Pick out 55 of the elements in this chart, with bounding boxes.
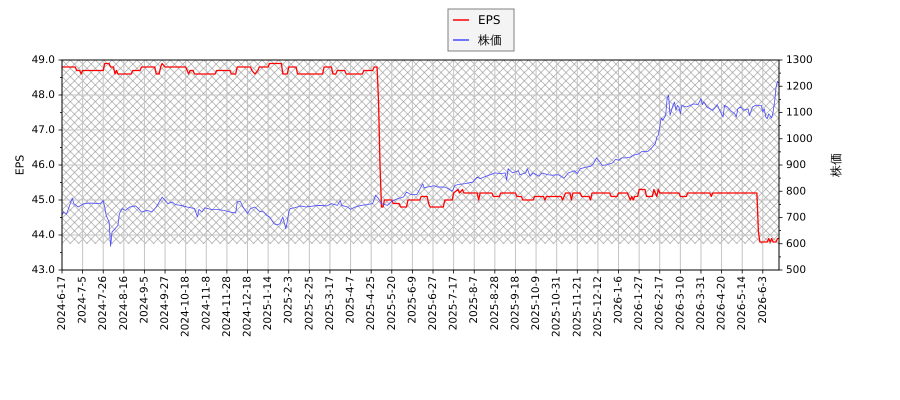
xtick-label: 2024-7-26 (97, 276, 110, 330)
xtick-label: 2026-5-14 (736, 276, 748, 330)
ytick-label: 47.0 (32, 124, 55, 136)
xtick-label: 2025-11-21 (571, 276, 584, 338)
xtick-label: 2026-4-20 (716, 276, 728, 330)
ytick-label: 43.0 (32, 264, 55, 276)
xtick-label: 2025-8-28 (488, 276, 501, 330)
y2tick-label: 1200 (786, 80, 813, 92)
xtick-label: 2025-2-3 (282, 276, 295, 324)
xtick-label: 2025-2-25 (303, 276, 316, 330)
xtick-label: 2025-3-17 (324, 276, 336, 330)
y2tick-label: 700 (786, 212, 806, 224)
xtick-label: 2025-1-14 (262, 276, 274, 330)
y2tick-label: 500 (786, 264, 806, 276)
ytick-label: 48.0 (32, 89, 55, 101)
xtick-label: 2025-4-7 (344, 276, 357, 324)
xtick-label: 2024-9-5 (138, 276, 150, 324)
xtick-label: 2024-9-27 (159, 276, 172, 330)
xtick-label: 2025-8-7 (468, 276, 480, 324)
xtick-label: 2024-12-18 (242, 276, 254, 338)
legend-label: EPS (478, 13, 500, 27)
xtick-label: 2024-6-17 (56, 276, 68, 330)
xtick-label: 2025-10-9 (530, 276, 542, 330)
ylabel: EPS (14, 154, 26, 176)
ytick-label: 44.0 (32, 229, 55, 241)
xtick-label: 2025-5-20 (386, 276, 398, 330)
xtick-label: 2025-6-9 (406, 276, 418, 324)
ytick-label: 49.0 (32, 54, 55, 66)
xtick-label: 2026-2-17 (654, 276, 666, 330)
y2tick-label: 900 (786, 159, 806, 171)
xtick-label: 2026-1-27 (633, 276, 646, 330)
xtick-label: 2026-6-3 (756, 276, 769, 324)
xtick-label: 2024-10-18 (180, 276, 192, 338)
y2tick-label: 1100 (786, 106, 813, 118)
ytick-label: 46.0 (32, 159, 55, 171)
xtick-label: 2026-3-10 (674, 276, 686, 330)
xtick-label: 2024-11-28 (220, 276, 233, 338)
y2label: 株価 (829, 153, 843, 177)
xtick-label: 2024-8-16 (118, 276, 130, 330)
y2tick-label: 1300 (786, 54, 813, 66)
xtick-label: 2025-12-12 (592, 276, 604, 338)
xtick-label: 2025-10-31 (550, 276, 563, 338)
y2tick-label: 600 (786, 238, 806, 250)
y2tick-label: 800 (786, 185, 806, 198)
xtick-label: 2026-1-6 (612, 276, 625, 324)
xtick-label: 2025-6-27 (427, 276, 440, 330)
xtick-label: 2024-11-8 (200, 276, 212, 330)
xtick-label: 2025-7-17 (448, 276, 460, 330)
xtick-label: 2026-3-31 (694, 276, 707, 330)
ytick-label: 45.0 (32, 194, 55, 206)
xtick-label: 2025-4-25 (365, 276, 378, 330)
xtick-label: 2024-7-5 (76, 276, 89, 324)
y2tick-label: 1000 (786, 132, 813, 145)
legend-label: 株価 (478, 33, 502, 47)
xtick-label: 2025-9-18 (509, 276, 522, 330)
